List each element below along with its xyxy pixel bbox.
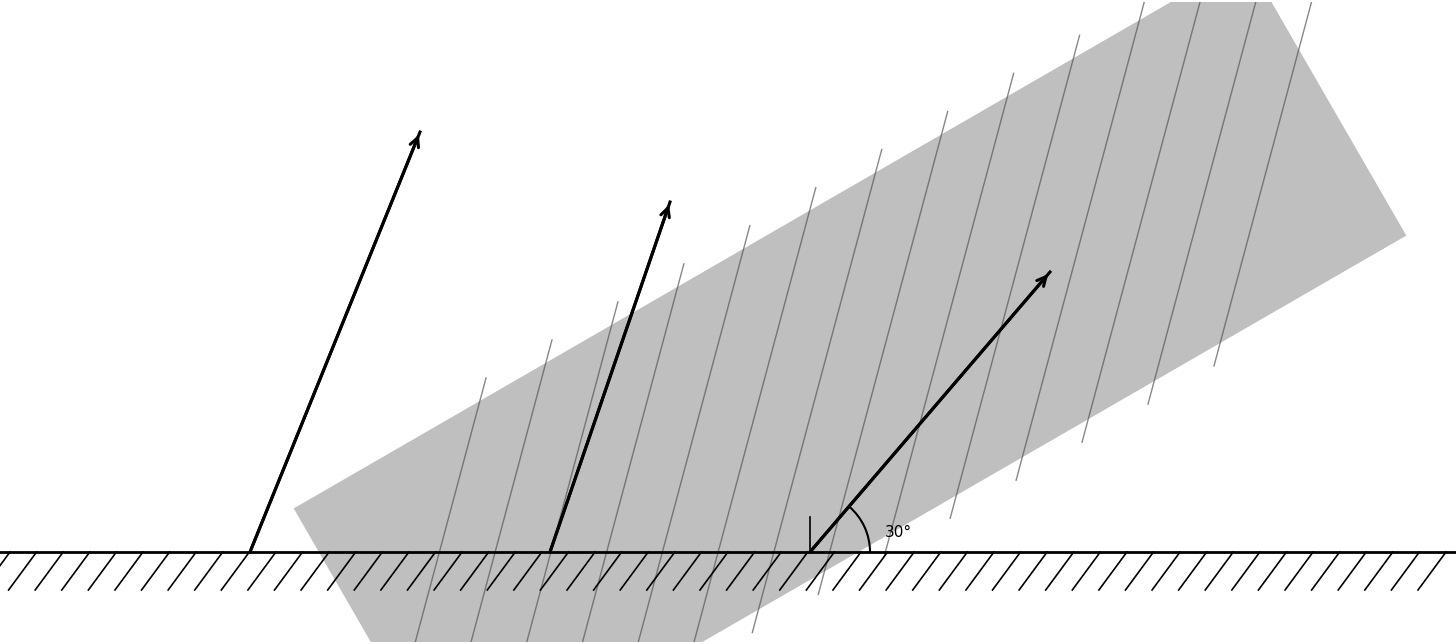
Text: 30°: 30° [885,525,911,540]
Polygon shape [294,0,1406,644]
